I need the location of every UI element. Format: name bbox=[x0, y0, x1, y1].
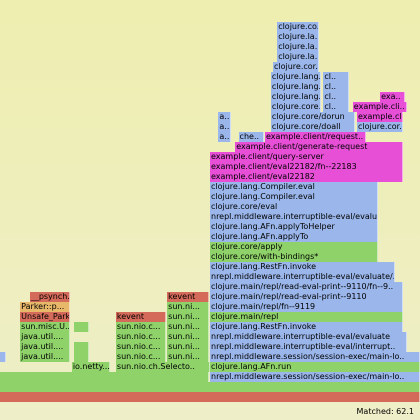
flame-frame[interactable]: clojure.lang.Compiler.eval bbox=[210, 182, 378, 192]
flame-frame[interactable]: clojure.main/repl/read-eval-print--9110 bbox=[210, 292, 404, 302]
flame-frame[interactable]: clojure.core/dorun bbox=[270, 112, 355, 122]
flame-frame[interactable]: sun.ni... bbox=[167, 352, 210, 362]
flame-frame[interactable]: a.. bbox=[218, 122, 231, 132]
flame-frame[interactable]: example.client/generate-request bbox=[235, 142, 404, 152]
flame-frame[interactable]: sun.nio.c... bbox=[115, 322, 166, 332]
flame-frame[interactable]: java.util.... bbox=[20, 352, 71, 362]
flame-frame[interactable]: java.util.... bbox=[20, 332, 71, 342]
flame-frame[interactable]: clojure.la.. bbox=[277, 42, 320, 52]
flame-frame[interactable]: sun.ni... bbox=[167, 302, 210, 312]
flame-frame[interactable]: example.client/query-server bbox=[210, 152, 404, 162]
flame-frame[interactable]: clojure.la.. bbox=[277, 32, 320, 42]
flame-frame[interactable]: sun.ni... bbox=[167, 312, 210, 322]
flame-frame[interactable]: sun.nio.c... bbox=[115, 352, 166, 362]
flame-frame[interactable]: clojure.co.. bbox=[277, 22, 320, 32]
flame-frame[interactable]: clojure.main/repl/read-eval-print--9110/… bbox=[210, 282, 404, 292]
flame-frame[interactable]: cl.. bbox=[323, 82, 349, 92]
flame-frame[interactable] bbox=[0, 372, 210, 382]
flame-frame[interactable]: sun.ni... bbox=[167, 342, 210, 352]
flame-frame[interactable]: sun.misc.U... bbox=[20, 322, 71, 332]
flame-frame[interactable]: clojure.lang.. bbox=[270, 82, 322, 92]
flame-frame[interactable] bbox=[0, 382, 420, 392]
matched-readout: Matched: 62.1 bbox=[356, 407, 414, 416]
flame-frame[interactable] bbox=[73, 342, 89, 352]
flame-frame[interactable]: clojure.core/eval bbox=[210, 202, 378, 212]
flame-frame[interactable]: clojure.core.. bbox=[270, 102, 322, 112]
flame-frame[interactable]: sun.ni... bbox=[167, 322, 210, 332]
flame-frame[interactable]: nrepl.middleware.session/session-exec/ma… bbox=[210, 372, 420, 382]
flame-frame[interactable]: clojure.lang.Compiler.eval bbox=[210, 192, 378, 202]
flame-frame[interactable]: sun.nio.c... bbox=[115, 342, 166, 352]
flame-frame[interactable]: nrepl.middleware.interruptible-eval/eval… bbox=[210, 272, 395, 282]
flame-frame[interactable]: che.. bbox=[238, 132, 264, 142]
flame-frame[interactable]: io.netty.... bbox=[71, 362, 110, 372]
flame-frame[interactable]: __psynch... bbox=[29, 292, 70, 302]
flame-frame[interactable]: kevent bbox=[115, 312, 166, 322]
flame-frame[interactable] bbox=[73, 322, 89, 332]
flame-frame[interactable]: nrepl.middleware.session/session-exec/ma… bbox=[210, 352, 420, 362]
flame-frame[interactable]: example.client/request.. bbox=[265, 132, 366, 142]
flame-frame[interactable]: clojure.la.. bbox=[277, 52, 320, 62]
flame-frame[interactable]: clojure.lang.RestFn.invoke bbox=[210, 322, 404, 332]
flame-frame[interactable]: java.util.... bbox=[20, 342, 71, 352]
flame-frame[interactable]: cl.. bbox=[323, 92, 349, 102]
flame-frame[interactable]: exa.. bbox=[380, 92, 406, 102]
flame-frame[interactable]: a.. bbox=[218, 112, 231, 122]
flame-frame[interactable]: clojure.main/repl/fn--9119 bbox=[210, 302, 404, 312]
flame-frame[interactable] bbox=[73, 352, 89, 362]
flame-frame[interactable]: cl.. bbox=[323, 102, 349, 112]
flame-frame[interactable]: example.cli.. bbox=[352, 102, 408, 112]
flame-frame[interactable]: clojure.core/with-bindings* bbox=[210, 252, 378, 262]
flame-frame[interactable]: cl.. bbox=[323, 72, 349, 82]
flame-frame[interactable]: sun.nio.ch.Selecto.. bbox=[115, 362, 210, 372]
flame-frame[interactable]: example.cli.. bbox=[357, 112, 404, 122]
flame-frame[interactable]: Parker::p... bbox=[20, 302, 71, 312]
flame-frame[interactable]: clojure.core/apply bbox=[210, 242, 378, 252]
flame-frame[interactable]: example.client/eval22182/fn--22183 bbox=[210, 162, 404, 172]
flame-frame[interactable]: clojure.main/repl bbox=[210, 312, 404, 322]
flame-frame[interactable] bbox=[0, 352, 6, 362]
flame-frame[interactable]: Unsafe_Park bbox=[20, 312, 71, 322]
flame-frame[interactable] bbox=[0, 392, 420, 402]
flame-frame[interactable]: clojure.cor.. bbox=[273, 62, 320, 72]
flame-frame[interactable]: kevent bbox=[167, 292, 210, 302]
flame-frame[interactable]: clojure.cor.. bbox=[357, 122, 404, 132]
flame-frame[interactable]: clojure.lang.RestFn.invoke bbox=[210, 262, 395, 272]
flame-frame[interactable]: clojure.lang.AFn.run bbox=[210, 362, 420, 372]
flame-frame[interactable]: nrepl.middleware.interruptible-eval/eval… bbox=[210, 332, 408, 342]
flame-frame[interactable]: sun.ni... bbox=[167, 332, 210, 342]
flame-frame[interactable]: clojure.lang.. bbox=[270, 72, 322, 82]
flame-frame[interactable]: example.client/eval22182 bbox=[210, 172, 404, 182]
flame-frame[interactable]: clojure.lang.AFn.applyTo bbox=[210, 232, 378, 242]
flame-frame[interactable]: sun.nio.c... bbox=[115, 332, 166, 342]
flame-frame[interactable]: clojure.core/doall bbox=[270, 122, 355, 132]
flame-frame[interactable]: clojure.lang.AFn.applyToHelper bbox=[210, 222, 378, 232]
flame-frame[interactable]: nrepl.middleware.interruptible-eval/eval… bbox=[210, 212, 378, 222]
flame-frame[interactable]: nrepl.middleware.interruptible-eval/inte… bbox=[210, 342, 408, 352]
flame-frame[interactable]: a.. bbox=[218, 132, 231, 142]
flame-frame[interactable]: clojure.lang.. bbox=[270, 92, 322, 102]
